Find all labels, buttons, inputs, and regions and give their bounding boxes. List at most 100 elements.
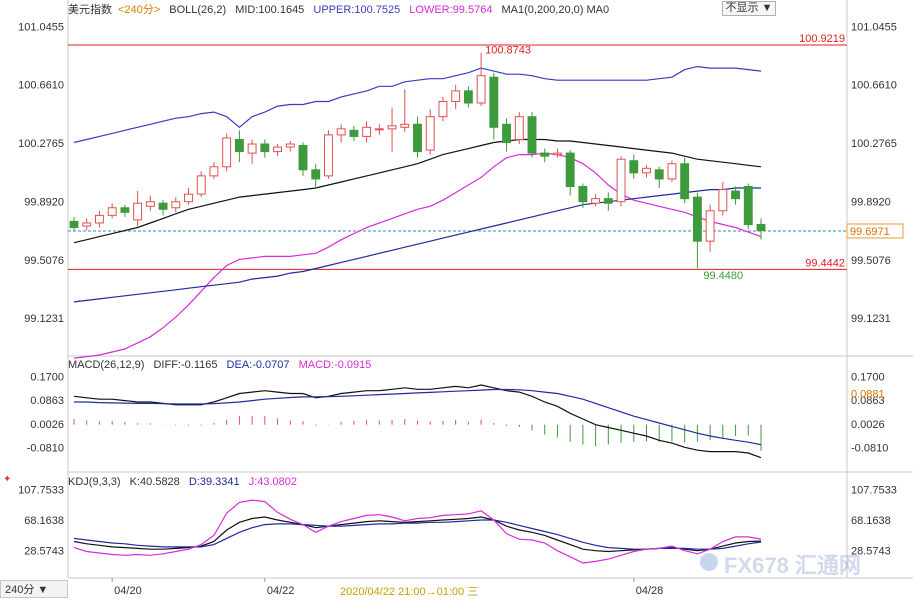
- macd-y-tick-left: 0.0026: [30, 419, 64, 431]
- display-toggle-button[interactable]: 不显示 ▼: [722, 1, 776, 16]
- macd-dea-line: [74, 388, 762, 446]
- x-tick-label: 04/28: [636, 585, 664, 597]
- macd-label: MACD(26,12,9): [68, 359, 145, 371]
- candle-body: [565, 152, 575, 188]
- y-tick-label-right: 99.1231: [851, 313, 891, 325]
- candle-body: [731, 190, 740, 200]
- candle-body: [489, 76, 499, 128]
- y-tick-label-right: 100.2765: [851, 138, 897, 150]
- candle-body: [362, 126, 372, 137]
- candle-body: [540, 152, 550, 157]
- series-line-upper: [73, 65, 762, 144]
- boll-upper: UPPER:100.7525: [313, 4, 401, 16]
- macd-y-tick-left: -0.0810: [27, 443, 64, 455]
- candle-body: [69, 220, 79, 229]
- candle-body: [171, 201, 181, 209]
- candle-body: [273, 146, 282, 153]
- low-annotation: 99.4480: [703, 270, 743, 282]
- candle-body: [476, 75, 486, 104]
- candle-body: [311, 169, 321, 180]
- candle-body: [756, 223, 766, 232]
- main-legend: 美元指数 <240分> BOLL(26,2) MID:100.1645 UPPER…: [68, 1, 615, 17]
- macd-y-tick-left: 0.1700: [30, 372, 64, 384]
- macd-diff: DIFF:-0.1165: [153, 359, 218, 371]
- kdj-d: D:39.3341: [188, 476, 240, 488]
- candle-body: [514, 116, 524, 140]
- y-tick-label-left: 101.0455: [18, 21, 64, 33]
- macd-y-tick-right: 0.0863: [851, 395, 885, 407]
- watermark: FX678 汇通网: [724, 553, 861, 578]
- ma-label: MA1(0,200,20,0) MA0: [501, 4, 610, 16]
- candle-body: [133, 202, 143, 221]
- current-price-label: 99.6971: [850, 226, 890, 238]
- candle-body: [603, 198, 613, 204]
- candle-body: [692, 196, 702, 242]
- candle-body: [298, 145, 308, 171]
- candle-body: [591, 198, 601, 204]
- y-tick-label-left: 99.5076: [24, 255, 64, 267]
- kdj-y-tick-right: 28.5743: [851, 545, 891, 557]
- horizontal-level-label: 99.4442: [805, 257, 845, 269]
- macd-value: MACD:-0.0915: [298, 359, 372, 371]
- candle-body: [578, 186, 588, 203]
- boll-label: BOLL(26,2): [169, 4, 227, 16]
- instrument-title: 美元指数: [68, 4, 112, 16]
- x-tick-label: 04/20: [114, 585, 142, 597]
- kdj-legend: KDJ(9,3,3) K:40.5828 D:39.3341 J:43.0802: [68, 476, 303, 488]
- hover-date-label: 2020/04/22 21:00→01:00 三: [340, 586, 479, 598]
- kdj-d-line: [73, 519, 762, 550]
- candle-body: [743, 186, 753, 225]
- candle-body: [718, 189, 728, 212]
- period-select-button[interactable]: 240分 ▼: [0, 580, 68, 598]
- kdj-j: J:43.0802: [248, 476, 298, 488]
- candle-body: [400, 123, 410, 128]
- candle-body: [680, 163, 690, 200]
- series-line-mid: [73, 138, 762, 244]
- candle-body: [463, 90, 473, 104]
- macd-current-label: 0.0881: [851, 389, 885, 401]
- candle-body: [184, 193, 193, 203]
- macd-y-tick-right: 0.0026: [851, 419, 885, 431]
- y-tick-label-left: 100.2765: [18, 138, 64, 150]
- candle-body: [209, 166, 219, 177]
- candle-body: [324, 134, 333, 177]
- macd-y-tick-left: 0.0863: [30, 395, 64, 407]
- candle-body: [260, 143, 270, 153]
- boll-lower: LOWER:99.5764: [409, 4, 493, 16]
- boll-mid: MID:100.1645: [235, 4, 305, 16]
- candle-body: [120, 207, 130, 213]
- y-tick-label-left: 99.8920: [24, 196, 64, 208]
- candle-body: [196, 175, 206, 195]
- macd-y-tick-right: 0.1700: [851, 372, 885, 384]
- candle-body: [705, 210, 715, 242]
- horizontal-level-label: 100.9219: [799, 33, 845, 45]
- kdj-y-tick-right: 68.1638: [851, 515, 891, 527]
- y-tick-label-right: 99.5076: [851, 255, 891, 267]
- candle-body: [667, 163, 677, 180]
- candle-body: [158, 202, 168, 210]
- candle-body: [349, 129, 359, 137]
- candle-body: [425, 116, 435, 151]
- candle-body: [642, 167, 651, 174]
- watermark-logo-icon: [700, 553, 718, 571]
- candle-body: [438, 101, 448, 118]
- candle-body: [285, 143, 295, 148]
- candle-body: [527, 116, 537, 154]
- candle-body: [107, 207, 117, 216]
- y-tick-label-right: 99.8920: [851, 196, 891, 208]
- candle-body: [387, 125, 397, 130]
- macd-diff-line: [73, 384, 762, 459]
- candle-body: [145, 201, 155, 207]
- kdj-y-tick-right: 107.7533: [851, 485, 897, 497]
- y-tick-label-right: 100.6610: [851, 80, 897, 92]
- candle-body: [222, 137, 232, 168]
- current-price-box: [846, 223, 904, 239]
- crosshair-icon[interactable]: ✦: [3, 474, 12, 485]
- candle-body: [616, 158, 626, 203]
- kdj-y-tick-left: 68.1638: [24, 515, 64, 527]
- y-tick-label-right: 101.0455: [851, 21, 897, 33]
- candle-body: [553, 152, 562, 156]
- candle-body: [451, 90, 461, 102]
- period-label: <240分>: [118, 4, 161, 16]
